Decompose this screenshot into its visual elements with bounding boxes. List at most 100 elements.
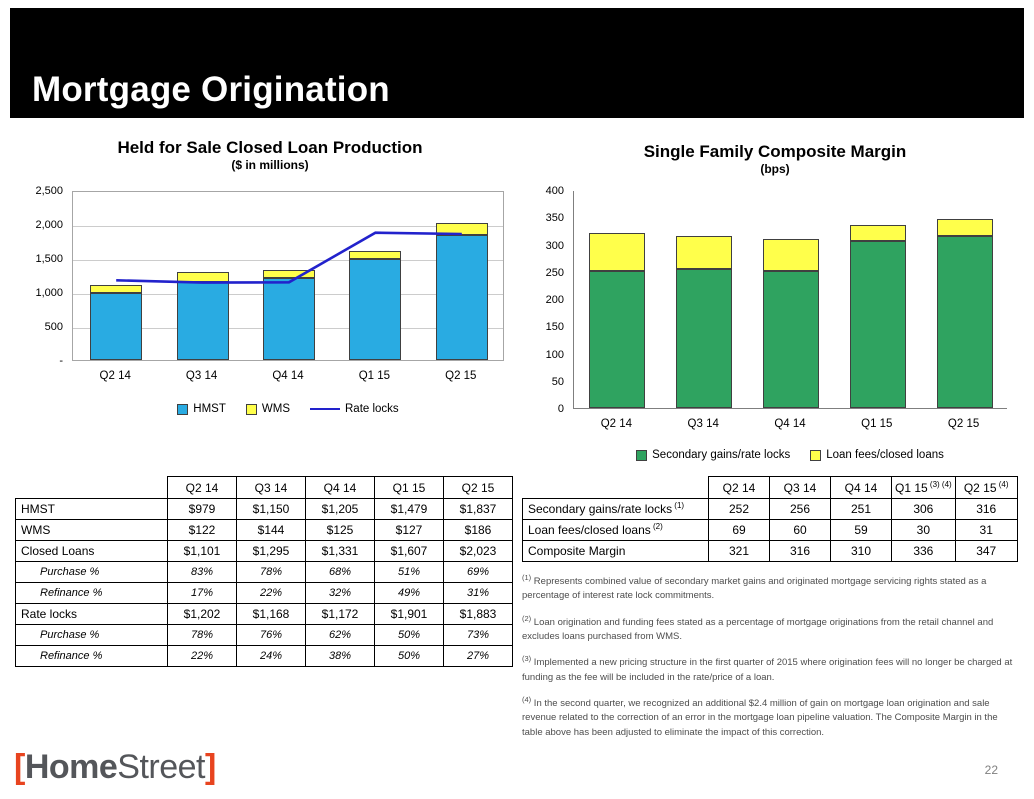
legend-swatch bbox=[177, 403, 189, 415]
value-cell: $1,202 bbox=[167, 603, 237, 625]
closed-loan-production-chart: Held for Sale Closed Loan Production ($ … bbox=[20, 138, 520, 433]
value-cell: 321 bbox=[708, 540, 770, 562]
gridline bbox=[73, 226, 503, 227]
value-cell: $979 bbox=[167, 498, 237, 520]
title-bar: Mortgage Origination bbox=[10, 8, 1024, 118]
row-label: Closed Loans bbox=[15, 540, 168, 562]
value-cell: $1,607 bbox=[374, 540, 444, 562]
value-cell: $1,331 bbox=[305, 540, 375, 562]
table-row: Loan fees/closed loans (2) 69 60 59 30 31 bbox=[522, 519, 1018, 541]
row-label: Loan fees/closed loans (2) bbox=[522, 519, 709, 541]
value-cell: 347 bbox=[954, 540, 1018, 562]
y-tick-label: 2,000 bbox=[35, 219, 63, 231]
value-cell: 60 bbox=[769, 519, 831, 541]
y-tick-label: - bbox=[59, 355, 63, 367]
value-cell: $1,837 bbox=[443, 498, 513, 520]
page-number: 22 bbox=[984, 763, 998, 777]
legend-label: WMS bbox=[261, 403, 290, 415]
x-tick-label: Q4 14 bbox=[774, 418, 806, 430]
table-row: Closed Loans $1,101 $1,295 $1,331 $1,607 $2,0… bbox=[15, 540, 513, 562]
footnotes: (1) Represents combined value of seconda… bbox=[522, 572, 1019, 749]
value-cell: $125 bbox=[305, 519, 375, 541]
logo-bracket-left: [ bbox=[14, 748, 25, 786]
value-cell: 31 bbox=[954, 519, 1018, 541]
table-header-row: Q2 14 Q3 14 Q4 14 Q1 15 Q2 15 bbox=[16, 476, 513, 499]
legend-label: Secondary gains/rate locks bbox=[652, 449, 791, 461]
column-header: Q2 14 bbox=[167, 476, 237, 499]
bar-wms-q4-14 bbox=[263, 269, 315, 279]
composite-margin-chart: Single Family Composite Margin (bps) 0 50… bbox=[525, 142, 1025, 481]
footnote-ref: (2) bbox=[650, 522, 663, 531]
value-cell: $186 bbox=[443, 519, 513, 541]
footnote-marker: (2) bbox=[522, 613, 532, 623]
table-row: Secondary gains/rate locks (1) 252 256 251 3… bbox=[522, 498, 1018, 520]
value-cell: $1,479 bbox=[374, 498, 444, 520]
corner-cell bbox=[523, 477, 709, 499]
chart-title: Held for Sale Closed Loan Production bbox=[117, 138, 423, 157]
row-label: Purchase % bbox=[15, 624, 168, 646]
footnote: (3) Implemented a new pricing structure … bbox=[522, 654, 1013, 683]
legend-label: HMST bbox=[193, 403, 226, 415]
closed-loan-table: Q2 14 Q3 14 Q4 14 Q1 15 Q2 15 HMST $979 $1,150 $… bbox=[15, 476, 513, 667]
column-header: Q3 14 bbox=[769, 476, 831, 499]
footnote: (1) Represents combined value of seconda… bbox=[522, 573, 987, 602]
value-cell: $1,883 bbox=[443, 603, 513, 625]
table-row: Refinance % 22% 24% 38% 50% 27% bbox=[15, 645, 513, 667]
corner-cell bbox=[16, 477, 168, 499]
bar-secondary-gains-rate-locks-q2-15 bbox=[936, 235, 993, 408]
value-cell: $144 bbox=[236, 519, 306, 541]
y-tick-label: 400 bbox=[545, 185, 564, 197]
logo-text-street: Street bbox=[117, 748, 206, 786]
row-label: WMS bbox=[15, 519, 168, 541]
legend-label: Rate locks bbox=[345, 403, 399, 415]
column-header: Q2 15 bbox=[443, 476, 513, 499]
y-tick-label: 200 bbox=[545, 294, 564, 306]
y-tick-label: 50 bbox=[551, 375, 564, 388]
y-tick-label: 300 bbox=[545, 239, 564, 252]
bar-hmst-q3-14 bbox=[176, 281, 229, 360]
bar-loan-fees-closed-loans-q2-14 bbox=[589, 233, 646, 271]
bar-secondary-gains-rate-locks-q3-14 bbox=[676, 268, 733, 408]
footnote-marker: (3) bbox=[522, 654, 532, 664]
composite-margin-table: Q2 14 Q3 14 Q4 14 Q1 15 (3) (4) Q2 15 (4) Sec… bbox=[522, 476, 1018, 562]
value-cell: $1,295 bbox=[236, 540, 306, 562]
value-cell: $1,901 bbox=[374, 603, 444, 625]
value-cell: $2,023 bbox=[443, 540, 513, 562]
value-cell: 68% bbox=[305, 561, 375, 583]
value-cell: 78% bbox=[236, 561, 306, 583]
bar-wms-q1-15 bbox=[349, 250, 402, 260]
bar-hmst-q4-14 bbox=[263, 278, 315, 360]
row-label: Purchase % bbox=[15, 561, 168, 583]
legend-swatch bbox=[636, 449, 648, 461]
value-cell: 32% bbox=[305, 582, 375, 604]
footnote: (4) In the second quarter, we recognized… bbox=[522, 694, 998, 738]
x-tick-label: Q4 14 bbox=[272, 370, 304, 382]
x-tick-label: Q1 15 bbox=[358, 370, 391, 382]
value-cell: 50% bbox=[374, 624, 444, 646]
value-cell: $1,101 bbox=[167, 540, 237, 562]
column-header: Q2 15 (4) bbox=[954, 476, 1018, 499]
bar-loan-fees-closed-loans-q2-15 bbox=[936, 218, 993, 236]
table-row: WMS $122 $144 $125 $127 $186 bbox=[15, 519, 513, 541]
value-cell: 252 bbox=[708, 498, 770, 520]
row-label: Rate locks bbox=[15, 603, 168, 625]
bar-wms-q2-15 bbox=[435, 222, 488, 236]
x-tick-label: Q3 14 bbox=[185, 370, 218, 382]
legend-item: Secondary gains/rate locks bbox=[636, 449, 790, 461]
table-row: Refinance % 17% 22% 32% 49% 31% bbox=[15, 582, 513, 604]
value-cell: 24% bbox=[236, 645, 306, 667]
column-header: Q4 14 bbox=[830, 476, 892, 499]
legend-item: HMST bbox=[177, 403, 226, 415]
value-cell: 38% bbox=[305, 645, 375, 667]
chart-legend: HMST WMS Rate locks bbox=[72, 403, 504, 415]
bar-hmst-q2-15 bbox=[435, 235, 488, 360]
value-cell: 31% bbox=[443, 582, 513, 604]
value-cell: $1,168 bbox=[236, 603, 306, 625]
value-cell: 62% bbox=[305, 624, 375, 646]
footnote-marker: (1) bbox=[522, 573, 532, 582]
value-cell: 17% bbox=[167, 582, 237, 604]
legend-swatch bbox=[245, 403, 257, 415]
legend-item: WMS bbox=[245, 403, 290, 415]
y-tick-label: 350 bbox=[545, 212, 564, 225]
value-cell: 316 bbox=[954, 498, 1018, 520]
